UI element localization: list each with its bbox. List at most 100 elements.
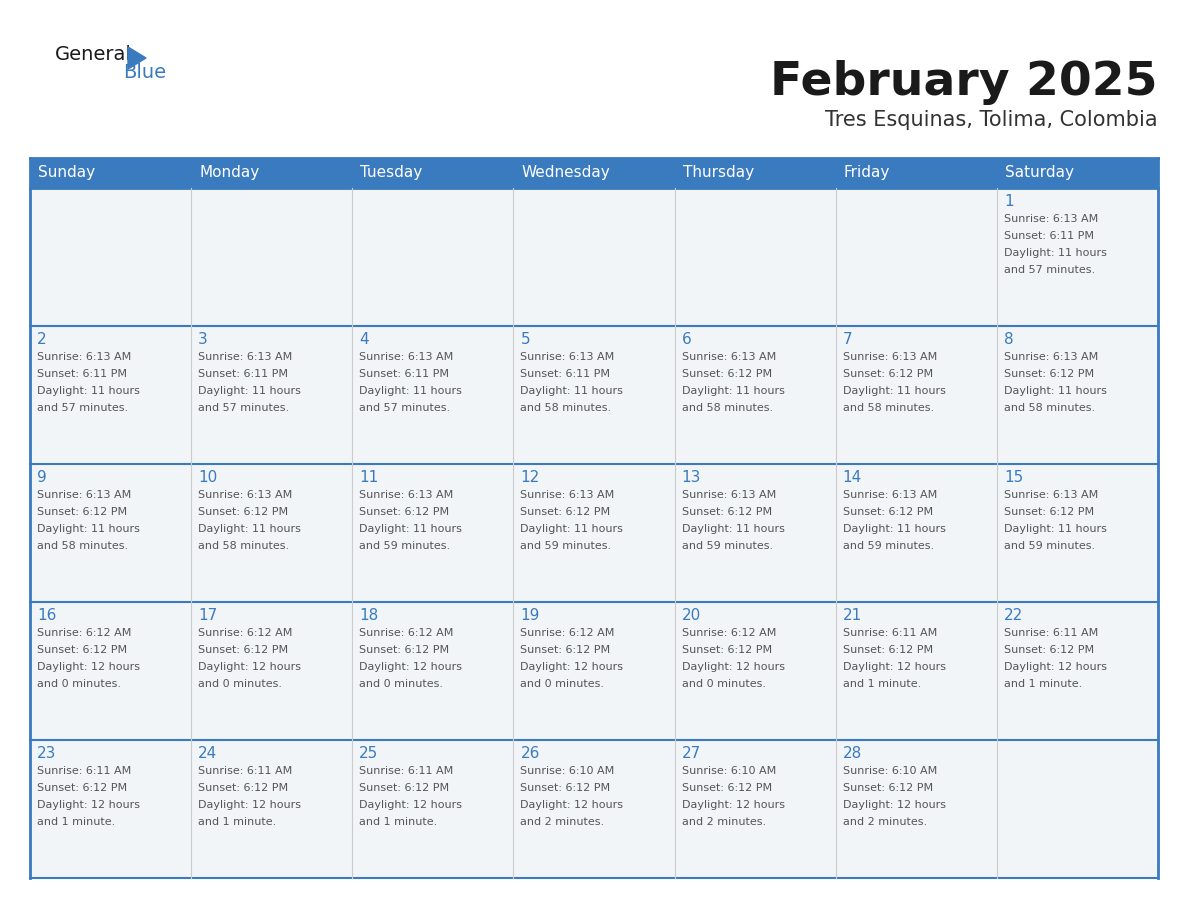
Text: Sunrise: 6:13 AM: Sunrise: 6:13 AM <box>359 490 454 500</box>
Text: Sunset: 6:12 PM: Sunset: 6:12 PM <box>682 507 772 517</box>
Text: and 0 minutes.: and 0 minutes. <box>37 679 121 689</box>
Text: Sunrise: 6:12 AM: Sunrise: 6:12 AM <box>682 628 776 638</box>
Text: Sunset: 6:12 PM: Sunset: 6:12 PM <box>359 645 449 655</box>
Text: and 57 minutes.: and 57 minutes. <box>359 403 450 413</box>
Text: Daylight: 12 hours: Daylight: 12 hours <box>682 662 784 672</box>
Text: and 58 minutes.: and 58 minutes. <box>842 403 934 413</box>
Text: and 1 minute.: and 1 minute. <box>198 817 277 827</box>
Text: Daylight: 11 hours: Daylight: 11 hours <box>198 524 301 534</box>
Text: and 59 minutes.: and 59 minutes. <box>1004 541 1095 551</box>
Text: Daylight: 11 hours: Daylight: 11 hours <box>37 524 140 534</box>
Text: Sunrise: 6:13 AM: Sunrise: 6:13 AM <box>1004 490 1098 500</box>
Text: Sunset: 6:11 PM: Sunset: 6:11 PM <box>520 369 611 379</box>
Text: Sunrise: 6:11 AM: Sunrise: 6:11 AM <box>842 628 937 638</box>
Text: Sunset: 6:11 PM: Sunset: 6:11 PM <box>37 369 127 379</box>
Text: Sunset: 6:12 PM: Sunset: 6:12 PM <box>682 783 772 793</box>
Text: Friday: Friday <box>843 165 890 181</box>
Text: 10: 10 <box>198 470 217 485</box>
Text: Sunset: 6:12 PM: Sunset: 6:12 PM <box>359 783 449 793</box>
Text: 27: 27 <box>682 746 701 761</box>
Bar <box>30 158 1158 188</box>
Text: and 1 minute.: and 1 minute. <box>37 817 115 827</box>
Text: Sunrise: 6:13 AM: Sunrise: 6:13 AM <box>520 352 614 362</box>
Text: 19: 19 <box>520 608 539 623</box>
Text: Daylight: 12 hours: Daylight: 12 hours <box>37 800 140 810</box>
Text: and 58 minutes.: and 58 minutes. <box>1004 403 1095 413</box>
Text: 12: 12 <box>520 470 539 485</box>
Text: and 2 minutes.: and 2 minutes. <box>520 817 605 827</box>
Text: Sunset: 6:12 PM: Sunset: 6:12 PM <box>842 369 933 379</box>
Text: Sunset: 6:12 PM: Sunset: 6:12 PM <box>842 783 933 793</box>
Text: Sunrise: 6:13 AM: Sunrise: 6:13 AM <box>520 490 614 500</box>
Text: 17: 17 <box>198 608 217 623</box>
Text: Daylight: 11 hours: Daylight: 11 hours <box>682 386 784 396</box>
Text: Sunrise: 6:11 AM: Sunrise: 6:11 AM <box>359 766 454 776</box>
Text: 22: 22 <box>1004 608 1023 623</box>
Text: Sunset: 6:12 PM: Sunset: 6:12 PM <box>682 645 772 655</box>
Text: Blue: Blue <box>124 63 166 82</box>
Text: Daylight: 12 hours: Daylight: 12 hours <box>842 662 946 672</box>
Text: Daylight: 11 hours: Daylight: 11 hours <box>520 524 624 534</box>
Text: Daylight: 11 hours: Daylight: 11 hours <box>520 386 624 396</box>
Text: Sunrise: 6:10 AM: Sunrise: 6:10 AM <box>520 766 614 776</box>
Text: 8: 8 <box>1004 332 1013 347</box>
Text: Sunset: 6:11 PM: Sunset: 6:11 PM <box>359 369 449 379</box>
Text: Sunrise: 6:13 AM: Sunrise: 6:13 AM <box>198 352 292 362</box>
Text: 6: 6 <box>682 332 691 347</box>
Text: Daylight: 11 hours: Daylight: 11 hours <box>842 524 946 534</box>
Text: Daylight: 12 hours: Daylight: 12 hours <box>842 800 946 810</box>
Text: Sunrise: 6:13 AM: Sunrise: 6:13 AM <box>682 352 776 362</box>
Text: and 0 minutes.: and 0 minutes. <box>198 679 282 689</box>
Text: Sunrise: 6:11 AM: Sunrise: 6:11 AM <box>37 766 131 776</box>
Text: 5: 5 <box>520 332 530 347</box>
Text: Sunset: 6:12 PM: Sunset: 6:12 PM <box>520 645 611 655</box>
Text: Monday: Monday <box>200 165 259 181</box>
Text: Sunrise: 6:11 AM: Sunrise: 6:11 AM <box>198 766 292 776</box>
Text: Sunrise: 6:13 AM: Sunrise: 6:13 AM <box>1004 214 1098 224</box>
Text: Daylight: 12 hours: Daylight: 12 hours <box>1004 662 1107 672</box>
Text: Sunrise: 6:13 AM: Sunrise: 6:13 AM <box>842 490 937 500</box>
Text: 1: 1 <box>1004 194 1013 209</box>
Text: 24: 24 <box>198 746 217 761</box>
Text: Sunrise: 6:12 AM: Sunrise: 6:12 AM <box>520 628 615 638</box>
Bar <box>30 326 1158 464</box>
Text: 14: 14 <box>842 470 862 485</box>
Text: Daylight: 11 hours: Daylight: 11 hours <box>37 386 140 396</box>
Text: Sunset: 6:11 PM: Sunset: 6:11 PM <box>198 369 289 379</box>
Text: 25: 25 <box>359 746 379 761</box>
Text: Tuesday: Tuesday <box>360 165 423 181</box>
Text: General: General <box>55 45 132 64</box>
Text: 13: 13 <box>682 470 701 485</box>
Text: and 59 minutes.: and 59 minutes. <box>520 541 612 551</box>
Text: Sunrise: 6:11 AM: Sunrise: 6:11 AM <box>1004 628 1098 638</box>
Text: February 2025: February 2025 <box>771 60 1158 105</box>
Text: Daylight: 11 hours: Daylight: 11 hours <box>1004 386 1107 396</box>
Text: 15: 15 <box>1004 470 1023 485</box>
Text: Daylight: 11 hours: Daylight: 11 hours <box>359 386 462 396</box>
Text: Sunset: 6:12 PM: Sunset: 6:12 PM <box>1004 645 1094 655</box>
Text: and 59 minutes.: and 59 minutes. <box>682 541 772 551</box>
Bar <box>30 602 1158 740</box>
Text: Sunrise: 6:12 AM: Sunrise: 6:12 AM <box>37 628 132 638</box>
Text: Daylight: 12 hours: Daylight: 12 hours <box>520 662 624 672</box>
Text: Sunset: 6:12 PM: Sunset: 6:12 PM <box>198 783 289 793</box>
Text: 23: 23 <box>37 746 56 761</box>
Polygon shape <box>128 47 146 69</box>
Text: Sunrise: 6:13 AM: Sunrise: 6:13 AM <box>198 490 292 500</box>
Text: and 1 minute.: and 1 minute. <box>1004 679 1082 689</box>
Text: Daylight: 12 hours: Daylight: 12 hours <box>359 800 462 810</box>
Text: and 0 minutes.: and 0 minutes. <box>520 679 605 689</box>
Text: and 58 minutes.: and 58 minutes. <box>520 403 612 413</box>
Text: and 59 minutes.: and 59 minutes. <box>359 541 450 551</box>
Text: and 0 minutes.: and 0 minutes. <box>359 679 443 689</box>
Text: and 0 minutes.: and 0 minutes. <box>682 679 765 689</box>
Text: and 59 minutes.: and 59 minutes. <box>842 541 934 551</box>
Text: Daylight: 12 hours: Daylight: 12 hours <box>682 800 784 810</box>
Text: Sunday: Sunday <box>38 165 95 181</box>
Text: and 58 minutes.: and 58 minutes. <box>37 541 128 551</box>
Bar <box>30 188 1158 326</box>
Text: Sunrise: 6:10 AM: Sunrise: 6:10 AM <box>682 766 776 776</box>
Bar <box>30 740 1158 878</box>
Text: Daylight: 12 hours: Daylight: 12 hours <box>198 800 301 810</box>
Text: Daylight: 11 hours: Daylight: 11 hours <box>359 524 462 534</box>
